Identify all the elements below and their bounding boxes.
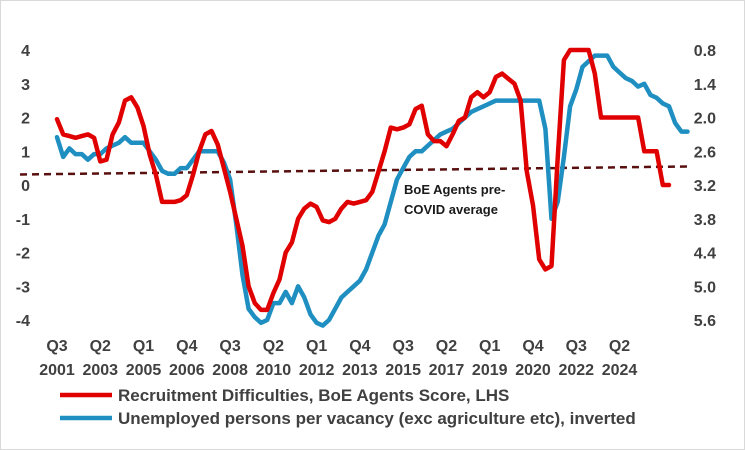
legend-label-unemployed: Unemployed persons per vacancy (exc agri… bbox=[118, 409, 636, 428]
right-tick-label: 4.4 bbox=[694, 246, 716, 263]
x-tick-year: 2015 bbox=[385, 362, 421, 379]
x-tick-label: Q3 2022 bbox=[558, 338, 594, 379]
left-tick-label: -2 bbox=[16, 246, 30, 263]
x-tick-label: Q3 2008 bbox=[212, 338, 248, 379]
x-tick-quarter: Q2 bbox=[609, 338, 630, 355]
x-tick-year: 2006 bbox=[169, 362, 205, 379]
left-tick-label: -3 bbox=[16, 279, 30, 296]
x-tick-quarter: Q4 bbox=[522, 338, 543, 355]
legend: Recruitment Difficulties, BoE Agents Sco… bbox=[60, 386, 636, 428]
x-tick-quarter: Q2 bbox=[263, 338, 284, 355]
left-tick-label: -1 bbox=[16, 212, 30, 229]
x-tick-year: 2024 bbox=[602, 362, 638, 379]
x-tick-year: 2010 bbox=[256, 362, 292, 379]
average-label-line2: COVID average bbox=[404, 202, 498, 217]
x-tick-label: Q3 2001 bbox=[39, 338, 75, 379]
x-tick-year: 2017 bbox=[429, 362, 465, 379]
x-tick-quarter: Q1 bbox=[306, 338, 327, 355]
x-tick-quarter: Q4 bbox=[176, 338, 197, 355]
x-tick-label: Q2 2024 bbox=[602, 338, 638, 379]
x-tick-label: Q1 2012 bbox=[299, 338, 335, 379]
x-tick-year: 2005 bbox=[126, 362, 162, 379]
right-axis-ticks: 0.8 1.4 2.0 2.6 3.2 3.8 4.4 5.0 5.6 bbox=[694, 43, 716, 330]
left-tick-label: 4 bbox=[21, 43, 30, 60]
pre-covid-average-line bbox=[19, 165, 689, 176]
right-tick-label: 2.0 bbox=[694, 111, 716, 128]
right-tick-label: 5.6 bbox=[694, 313, 716, 330]
x-tick-quarter: Q1 bbox=[479, 338, 500, 355]
x-tick-label: Q4 2020 bbox=[515, 338, 551, 379]
left-axis-ticks: 4 3 2 1 0 -1 -2 -3 -4 bbox=[16, 43, 30, 330]
series-line-unemployed-per-vacancy bbox=[54, 53, 690, 328]
x-tick-year: 2012 bbox=[299, 362, 335, 379]
x-tick-quarter: Q3 bbox=[566, 338, 587, 355]
average-label-line1: BoE Agents pre- bbox=[404, 182, 505, 197]
left-tick-label: -4 bbox=[16, 313, 30, 330]
series-line-recruitment-difficulties bbox=[54, 47, 672, 313]
x-tick-quarter: Q3 bbox=[393, 338, 414, 355]
left-tick-label: 1 bbox=[21, 144, 30, 161]
x-tick-year: 2008 bbox=[212, 362, 248, 379]
x-tick-label: Q4 2006 bbox=[169, 338, 205, 379]
right-tick-label: 5.0 bbox=[694, 279, 716, 296]
right-tick-label: 2.6 bbox=[694, 144, 716, 161]
left-tick-label: 0 bbox=[21, 178, 30, 195]
left-tick-label: 3 bbox=[21, 77, 30, 94]
x-axis-ticks: Q3 2001 Q2 2003 Q1 2005 Q4 2006 Q3 2008 Q2 2010 Q1 20… bbox=[39, 338, 637, 379]
x-tick-year: 2013 bbox=[342, 362, 378, 379]
right-tick-label: 3.8 bbox=[694, 212, 716, 229]
right-tick-label: 3.2 bbox=[694, 178, 716, 195]
x-tick-year: 2020 bbox=[515, 362, 551, 379]
x-tick-label: Q2 2017 bbox=[429, 338, 465, 379]
x-tick-quarter: Q2 bbox=[436, 338, 457, 355]
x-tick-year: 2022 bbox=[558, 362, 594, 379]
x-tick-label: Q4 2013 bbox=[342, 338, 378, 379]
legend-label-recruitment: Recruitment Difficulties, BoE Agents Sco… bbox=[118, 386, 509, 405]
x-tick-year: 2001 bbox=[39, 362, 75, 379]
x-tick-year: 2019 bbox=[472, 362, 508, 379]
x-tick-quarter: Q2 bbox=[90, 338, 111, 355]
right-tick-label: 1.4 bbox=[694, 77, 716, 94]
x-tick-quarter: Q3 bbox=[46, 338, 67, 355]
x-tick-label: Q2 2003 bbox=[82, 338, 118, 379]
x-tick-quarter: Q4 bbox=[349, 338, 370, 355]
right-tick-label: 0.8 bbox=[694, 43, 716, 60]
x-tick-label: Q1 2019 bbox=[472, 338, 508, 379]
x-tick-year: 2003 bbox=[82, 362, 118, 379]
x-tick-label: Q2 2010 bbox=[256, 338, 292, 379]
x-tick-label: Q1 2005 bbox=[126, 338, 162, 379]
x-tick-label: Q3 2015 bbox=[385, 338, 421, 379]
x-tick-quarter: Q1 bbox=[133, 338, 154, 355]
x-tick-quarter: Q3 bbox=[219, 338, 240, 355]
left-tick-label: 2 bbox=[21, 111, 30, 128]
